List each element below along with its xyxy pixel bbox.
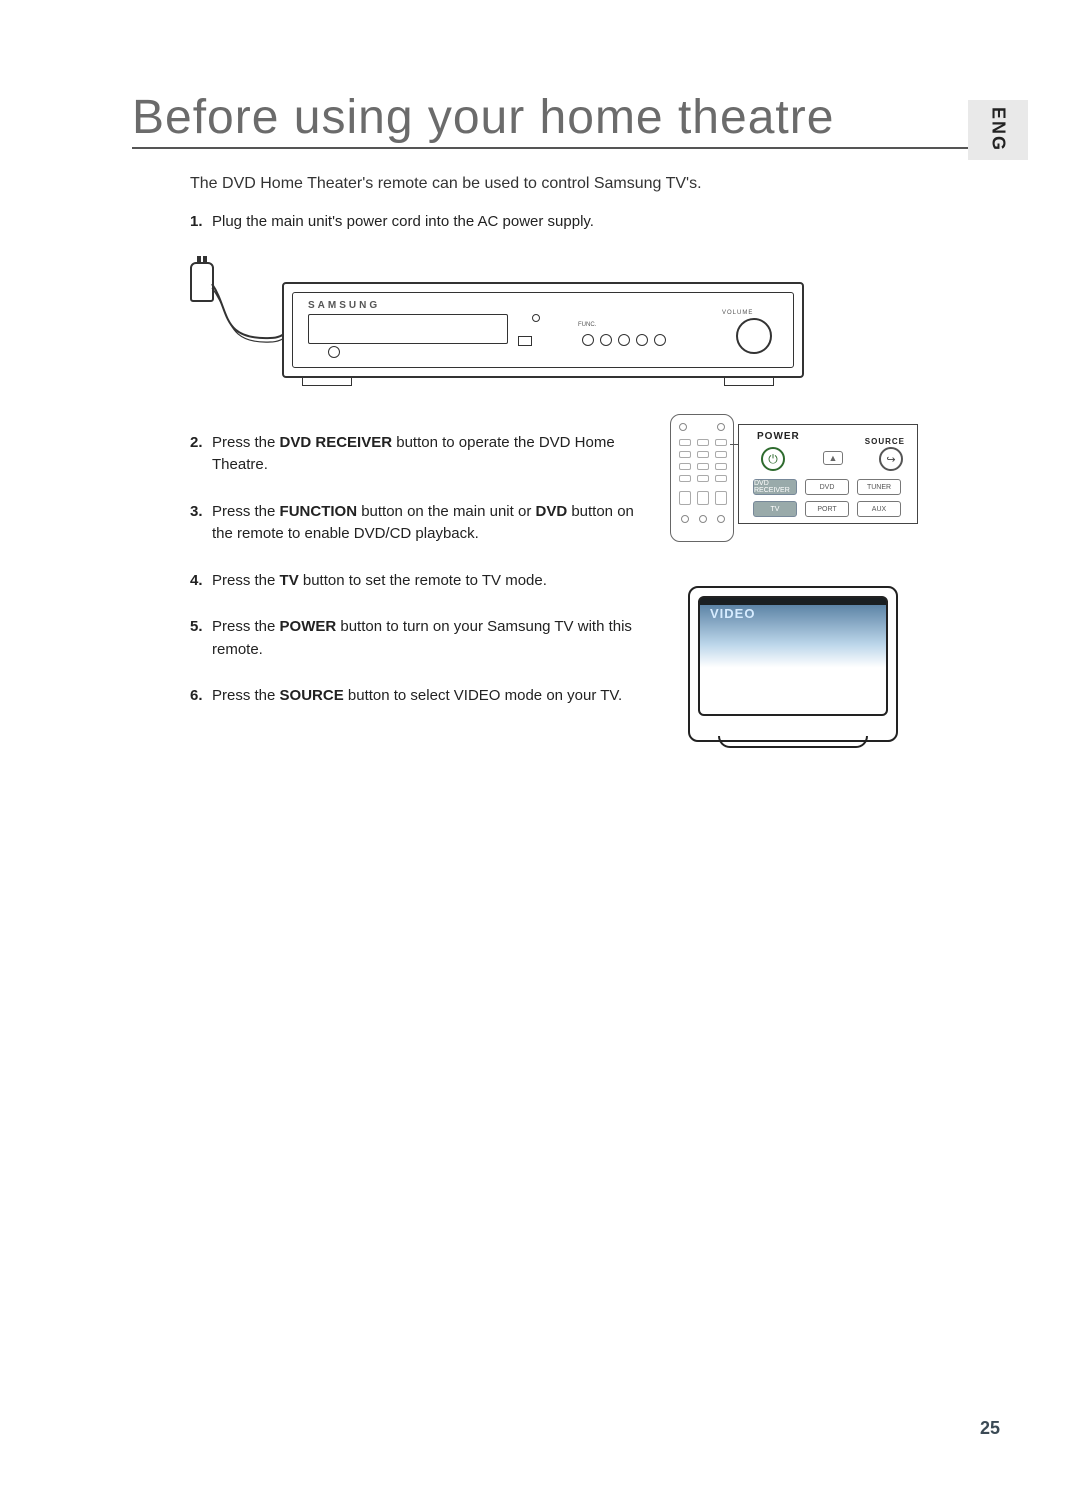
step-4: 4. Press the TV button to set the remote… bbox=[190, 570, 650, 593]
remote-led-icon bbox=[679, 423, 687, 431]
device-brand: SAMSUNG bbox=[308, 300, 380, 311]
remote-callout: POWER SOURCE ⏻ ▲ ↪ DVD RECEIVER DVD TUNE… bbox=[738, 424, 918, 524]
source-glyph: ↪ bbox=[886, 453, 895, 466]
volume-label: VOLUME bbox=[722, 310, 753, 316]
step-text-pre: Press the bbox=[212, 434, 280, 451]
step-number: 6. bbox=[190, 685, 203, 708]
remote-nav-icon bbox=[699, 515, 707, 523]
manual-page: ENG Before using your home theatre The D… bbox=[0, 0, 1080, 1495]
step-text: Plug the main unit's power cord into the… bbox=[212, 213, 594, 230]
step-text-bold: FUNCTION bbox=[280, 503, 358, 520]
eject-indicator-icon bbox=[532, 314, 540, 322]
step-text-bold2: DVD bbox=[535, 503, 567, 520]
step-text-pre: Press the bbox=[212, 687, 280, 704]
power-label: POWER bbox=[757, 431, 800, 442]
remote-key-icon bbox=[715, 491, 727, 505]
transport-button-icon bbox=[618, 334, 630, 346]
step-1: 1. Plug the main unit's power cord into … bbox=[190, 211, 650, 234]
remote-nav-icon bbox=[681, 515, 689, 523]
remote-key-icon bbox=[679, 439, 691, 446]
remote-key-icon bbox=[697, 463, 709, 470]
step-text-bold: POWER bbox=[280, 618, 337, 635]
remote-key-icon bbox=[697, 451, 709, 458]
source-button-icon: ↪ bbox=[879, 447, 903, 471]
mode-button-port: PORT bbox=[805, 501, 849, 517]
step-text-bold: TV bbox=[280, 572, 299, 589]
power-button-icon: ⏻ bbox=[761, 447, 785, 471]
step-text-pre: Press the bbox=[212, 572, 280, 589]
tv-video-label: VIDEO bbox=[710, 606, 755, 621]
remote-key-icon bbox=[715, 439, 727, 446]
mode-button-tv: TV bbox=[753, 501, 797, 517]
step-text-mid: button on the main unit or bbox=[357, 503, 535, 520]
remote-key-icon bbox=[679, 463, 691, 470]
remote-key-icon bbox=[697, 475, 709, 482]
function-label: FUNC. bbox=[578, 322, 596, 328]
device-foot-icon bbox=[724, 378, 774, 386]
intro-text: The DVD Home Theater's remote can be use… bbox=[190, 175, 980, 193]
transport-button-icon bbox=[600, 334, 612, 346]
mode-button-dvd-receiver: DVD RECEIVER bbox=[753, 479, 797, 495]
eject-button-icon: ▲ bbox=[823, 451, 843, 465]
mode-button-aux: AUX bbox=[857, 501, 901, 517]
remote-key-icon bbox=[679, 491, 691, 505]
step-2: 2. Press the DVD RECEIVER button to oper… bbox=[190, 432, 650, 477]
language-tab: ENG bbox=[968, 100, 1028, 160]
remote-nav-icon bbox=[717, 515, 725, 523]
transport-button-icon bbox=[636, 334, 648, 346]
remote-key-icon bbox=[679, 451, 691, 458]
step-text-pre: Press the bbox=[212, 618, 280, 635]
remote-key-icon bbox=[715, 451, 727, 458]
remote-led-icon bbox=[717, 423, 725, 431]
tv-diagram: VIDEO bbox=[688, 586, 908, 756]
remote-diagram: POWER SOURCE ⏻ ▲ ↪ DVD RECEIVER DVD TUNE… bbox=[670, 414, 940, 544]
step-number: 4. bbox=[190, 570, 203, 593]
step-text-bold: DVD RECEIVER bbox=[280, 434, 393, 451]
source-label: SOURCE bbox=[865, 437, 905, 446]
page-number: 25 bbox=[980, 1418, 1000, 1439]
step-number: 1. bbox=[190, 211, 203, 234]
usb-port-icon bbox=[518, 336, 532, 346]
remote-key-icon bbox=[715, 475, 727, 482]
step-number: 2. bbox=[190, 432, 203, 455]
transport-button-icon bbox=[654, 334, 666, 346]
step-6: 6. Press the SOURCE button to select VID… bbox=[190, 685, 650, 708]
step-text-bold: SOURCE bbox=[280, 687, 344, 704]
device-foot-icon bbox=[302, 378, 352, 386]
transport-button-icon bbox=[582, 334, 594, 346]
eject-glyph: ▲ bbox=[829, 453, 838, 463]
remote-outline-icon bbox=[670, 414, 734, 542]
remote-key-icon bbox=[697, 491, 709, 505]
language-tab-label: ENG bbox=[988, 107, 1009, 152]
step-text-post: button to select VIDEO mode on your TV. bbox=[344, 687, 623, 704]
step-number: 5. bbox=[190, 616, 203, 639]
tv-base-icon bbox=[718, 736, 868, 748]
disc-tray-icon bbox=[308, 314, 508, 344]
headphone-jack-icon bbox=[328, 346, 340, 358]
step-5: 5. Press the POWER button to turn on you… bbox=[190, 616, 650, 661]
power-glyph: ⏻ bbox=[768, 452, 778, 467]
mode-button-tuner: TUNER bbox=[857, 479, 901, 495]
step-number: 3. bbox=[190, 501, 203, 524]
volume-knob-icon bbox=[736, 318, 772, 354]
remote-key-icon bbox=[715, 463, 727, 470]
page-title: Before using your home theatre bbox=[132, 90, 980, 149]
step-text-pre: Press the bbox=[212, 503, 280, 520]
remote-key-icon bbox=[697, 439, 709, 446]
step-text-post: button to set the remote to TV mode. bbox=[299, 572, 547, 589]
remote-key-icon bbox=[679, 475, 691, 482]
mode-button-dvd: DVD bbox=[805, 479, 849, 495]
step-3: 3. Press the FUNCTION button on the main… bbox=[190, 501, 650, 546]
device-diagram: SAMSUNG FUNC. VOLUME bbox=[162, 258, 822, 398]
step-list: 1. Plug the main unit's power cord into … bbox=[190, 211, 980, 234]
